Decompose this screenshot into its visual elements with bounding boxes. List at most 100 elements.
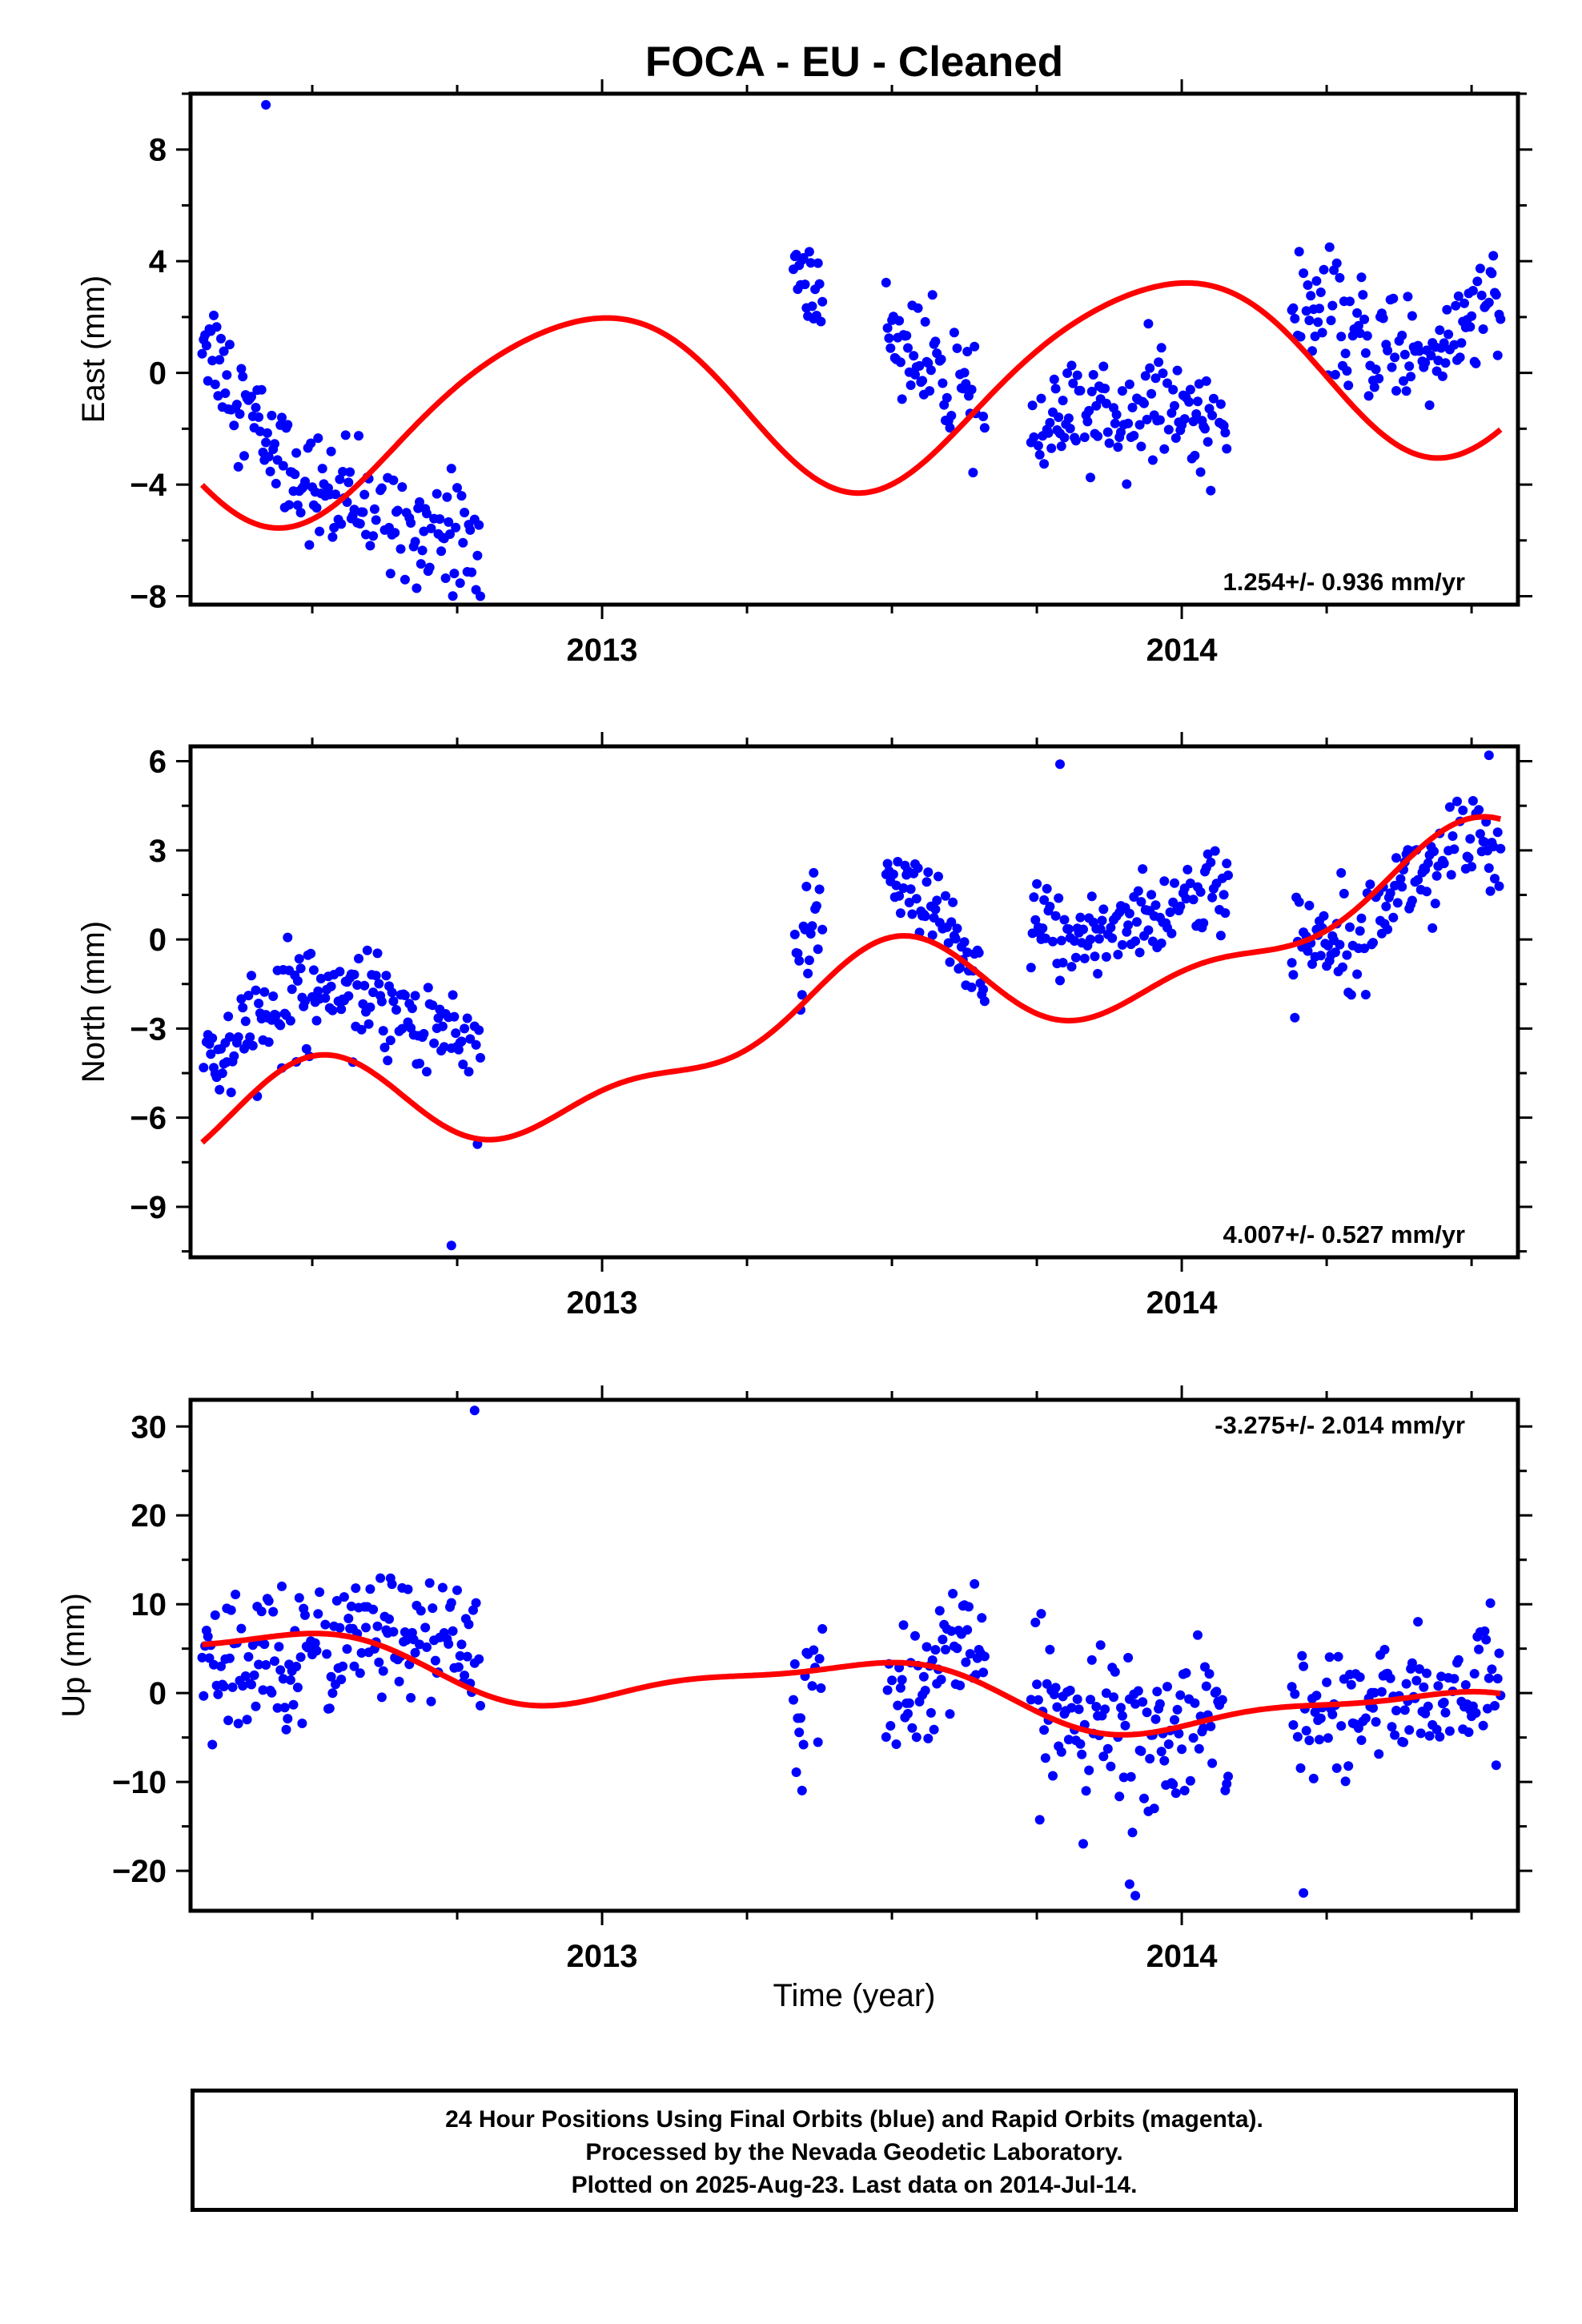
data-point <box>416 1606 426 1616</box>
data-point <box>1295 332 1306 342</box>
data-point <box>926 1707 936 1718</box>
data-point <box>1476 290 1487 300</box>
data-point <box>805 258 816 268</box>
data-point <box>884 333 894 344</box>
data-point <box>952 343 962 353</box>
data-point <box>1084 405 1094 416</box>
data-point <box>471 1039 481 1050</box>
data-point <box>1330 369 1340 380</box>
data-point <box>966 384 977 395</box>
data-point <box>349 970 359 979</box>
data-point <box>961 379 971 389</box>
data-point <box>261 437 271 448</box>
data-point <box>1101 398 1111 408</box>
data-point <box>1460 298 1469 308</box>
data-point <box>428 1603 438 1614</box>
data-point <box>383 1055 393 1066</box>
data-point <box>1029 892 1039 903</box>
data-point <box>331 1595 342 1606</box>
data-point <box>1168 384 1178 395</box>
data-point <box>1404 361 1415 372</box>
data-point <box>1182 864 1193 875</box>
data-point <box>1343 380 1354 391</box>
data-point <box>1453 1655 1464 1665</box>
data-point <box>946 411 957 420</box>
data-point <box>448 990 458 1000</box>
data-point <box>229 420 239 431</box>
data-point <box>904 1698 914 1708</box>
data-point <box>1185 384 1195 395</box>
data-point <box>1207 1758 1218 1768</box>
data-point <box>794 955 805 966</box>
data-point <box>1094 934 1104 944</box>
data-point <box>288 1699 299 1710</box>
data-point <box>930 904 941 915</box>
y-tick-label: −9 <box>130 1190 167 1225</box>
data-point <box>1185 1775 1195 1786</box>
data-point <box>1146 388 1157 399</box>
data-point <box>251 1701 261 1711</box>
data-point <box>895 357 905 368</box>
data-point <box>970 1578 980 1589</box>
data-point <box>1152 1687 1162 1697</box>
data-point <box>1467 862 1477 872</box>
data-point <box>1303 280 1313 290</box>
data-point <box>1220 908 1231 919</box>
data-point <box>966 982 977 992</box>
data-point <box>300 1610 310 1620</box>
data-point <box>1494 1648 1504 1659</box>
data-point <box>1136 897 1146 907</box>
data-point <box>918 1671 929 1682</box>
data-point <box>1211 1687 1222 1697</box>
data-point <box>468 1605 478 1615</box>
data-point <box>1419 1682 1429 1692</box>
data-point <box>809 867 819 878</box>
data-point <box>1464 853 1474 863</box>
data-point <box>1310 1707 1320 1717</box>
data-point <box>1156 938 1166 948</box>
data-point <box>1145 1754 1155 1764</box>
data-point <box>356 1648 367 1658</box>
data-point <box>1295 1763 1306 1773</box>
data-point <box>1086 1655 1097 1665</box>
data-point <box>455 578 465 589</box>
data-point <box>1172 1704 1182 1715</box>
data-point <box>1317 328 1327 338</box>
data-point <box>460 1023 470 1034</box>
data-point <box>324 1703 335 1714</box>
data-point <box>1443 329 1454 340</box>
data-point <box>292 975 303 986</box>
data-point <box>1177 1744 1187 1755</box>
data-point <box>1117 939 1127 950</box>
data-point <box>1142 414 1152 424</box>
data-point <box>1158 368 1168 379</box>
data-point <box>301 1043 311 1054</box>
data-point <box>1124 908 1134 919</box>
data-point <box>464 1619 474 1630</box>
data-point <box>1294 247 1304 257</box>
data-point <box>1460 1680 1471 1690</box>
data-point <box>327 1005 338 1015</box>
data-point <box>1091 1702 1102 1712</box>
data-point <box>1288 970 1299 980</box>
data-point <box>1406 372 1416 382</box>
data-point <box>224 1032 235 1042</box>
data-point <box>1068 378 1078 388</box>
data-point <box>1193 396 1203 407</box>
data-point <box>894 316 905 326</box>
data-point <box>1195 887 1206 897</box>
data-point <box>1215 399 1226 409</box>
data-point <box>934 1606 945 1616</box>
data-point <box>433 1013 444 1023</box>
data-point <box>1070 936 1080 946</box>
data-point <box>1290 1689 1300 1699</box>
data-point <box>1102 427 1113 437</box>
data-point <box>936 354 946 364</box>
data-point <box>1139 1793 1149 1803</box>
data-point <box>789 1659 800 1669</box>
y-tick-label: 0 <box>149 923 167 958</box>
data-point <box>885 1721 896 1731</box>
data-point <box>934 871 943 882</box>
y-tick-label: 30 <box>131 1409 167 1445</box>
data-point <box>938 378 948 388</box>
